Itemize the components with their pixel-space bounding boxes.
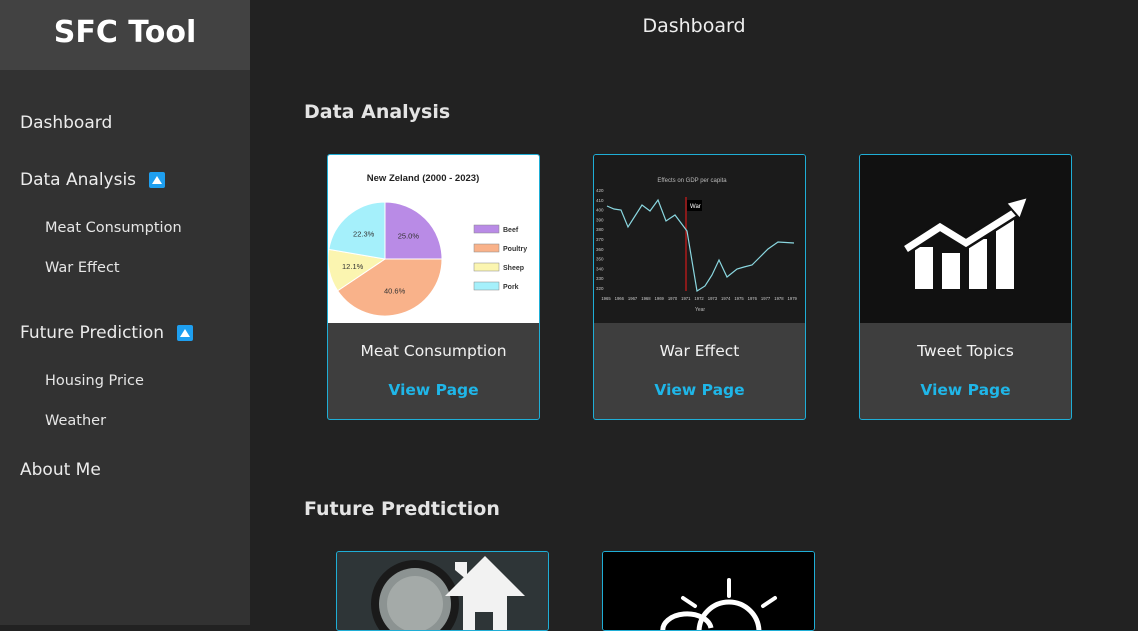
card-weather[interactable] <box>602 551 815 631</box>
caret-up-icon[interactable] <box>177 325 193 341</box>
x-tick-label: 1972 <box>694 296 704 301</box>
legend-label: Poultry <box>503 246 527 253</box>
y-tick-label: 370 <box>596 237 604 242</box>
sidebar-item-label: Data Analysis <box>20 170 137 190</box>
legend-label: Sheep <box>503 265 524 272</box>
sidebar-item-housing-price[interactable]: Housing Price <box>45 373 144 389</box>
thumbnail-chart-title: New Zeland (2000 - 2023) <box>367 173 479 184</box>
pie-legend: Beef Poultry Sheep Pork <box>473 224 527 291</box>
x-tick-label: 1977 <box>761 296 771 301</box>
y-tick-label: 320 <box>596 286 604 291</box>
y-tick-label: 390 <box>596 217 604 222</box>
x-tick-label: 1975 <box>734 296 744 301</box>
gdp-series-line <box>606 198 795 292</box>
y-tick-label: 380 <box>596 227 604 232</box>
card-title: War Effect <box>659 342 740 360</box>
thumbnail-chart-title: Effects on GDP per capita <box>657 178 727 184</box>
war-marker-box <box>687 200 702 211</box>
y-tick-label: 330 <box>596 276 604 281</box>
y-tick-label: 350 <box>596 257 604 262</box>
pie-slice-poultry <box>336 258 443 317</box>
caret-up-icon[interactable] <box>149 172 166 188</box>
card-thumbnail <box>603 552 814 630</box>
sidebar-item-dashboard[interactable]: Dashboard <box>20 113 112 133</box>
legend-label: Beef <box>503 227 519 234</box>
sun-cloud-icon <box>660 578 777 630</box>
line-chart-thumbnail: Effects on GDP per capita 420 410 400 390 38… <box>596 178 798 313</box>
pie-chart-thumbnail: New Zeland (2000 - 2023) 25.0% 40.6% 12.1%… <box>328 173 527 317</box>
x-tick-label: 1973 <box>708 296 718 301</box>
pie-slice-label: 40.6% <box>384 287 406 296</box>
view-page-link[interactable]: View Page <box>920 381 1011 399</box>
y-tick-label: 340 <box>596 266 604 271</box>
bar-chart-trend-icon <box>902 195 1030 289</box>
view-page-link[interactable]: View Page <box>654 381 745 399</box>
x-axis-label: Year <box>695 307 705 313</box>
card-thumbnail <box>337 552 548 630</box>
main-content: Dashboard Data Analysis New Zeland (2000… <box>250 0 1138 631</box>
card-title: Tweet Topics <box>917 342 1014 360</box>
card-thumbnail <box>860 155 1071 323</box>
pie-chart: 25.0% 40.6% 12.1% 22.3% <box>328 201 443 317</box>
card-war-effect: Effects on GDP per capita 420 410 400 390 38… <box>593 154 806 420</box>
x-tick-label: 1979 <box>788 296 798 301</box>
sidebar-item-about-me[interactable]: About Me <box>20 460 101 480</box>
page-title: Dashboard <box>642 15 746 37</box>
legend-swatch <box>473 243 500 253</box>
x-tick-label: 1976 <box>748 296 758 301</box>
war-marker-label: War <box>690 204 701 210</box>
view-page-link[interactable]: View Page <box>388 381 479 399</box>
x-axis-ticks: 1965 1966 1967 1968 1969 1970 1971 1972 1973 1974… <box>601 296 797 301</box>
card-tweet-topics: Tweet Topics View Page <box>859 154 1072 420</box>
sidebar-item-meat-consumption[interactable]: Meat Consumption <box>45 220 182 236</box>
pie-slice-pork <box>328 201 386 260</box>
sidebar-item-war-effect[interactable]: War Effect <box>45 260 120 276</box>
y-tick-label: 420 <box>596 188 604 193</box>
x-tick-label: 1968 <box>641 296 651 301</box>
pie-slice-label: 22.3% <box>353 230 375 239</box>
card-thumbnail: New Zeland (2000 - 2023) 25.0% 40.6% 12.1%… <box>328 155 539 323</box>
x-tick-label: 1971 <box>681 296 691 301</box>
x-tick-label: 1978 <box>774 296 784 301</box>
y-axis-ticks: 420 410 400 390 380 370 360 350 340 330 320 <box>596 188 604 291</box>
section-title-data-analysis: Data Analysis <box>304 101 451 123</box>
x-tick-label: 1967 <box>628 296 638 301</box>
sidebar-item-future-prediction[interactable]: Future Prediction <box>20 323 193 343</box>
sidebar-item-data-analysis[interactable]: Data Analysis <box>20 170 166 190</box>
y-tick-label: 400 <box>596 208 604 213</box>
sidebar: SFC Tool Dashboard Data Analysis Meat Co… <box>0 0 250 625</box>
section-title-future-prediction: Future Predtiction <box>304 498 500 520</box>
sidebar-item-weather[interactable]: Weather <box>45 413 107 429</box>
y-tick-label: 360 <box>596 247 604 252</box>
x-tick-label: 1974 <box>721 296 731 301</box>
sidebar-item-label: Future Prediction <box>20 323 164 343</box>
pie-slice-label: 12.1% <box>342 262 364 271</box>
card-title: Meat Consumption <box>360 342 507 360</box>
app-title: SFC Tool <box>53 14 197 50</box>
card-meat-consumption: New Zeland (2000 - 2023) 25.0% 40.6% 12.1%… <box>327 154 540 420</box>
legend-swatch <box>473 262 500 272</box>
legend-swatch <box>473 224 500 234</box>
card-housing-price[interactable] <box>336 551 549 631</box>
brand-header: SFC Tool <box>0 0 250 70</box>
card-thumbnail: Effects on GDP per capita 420 410 400 390 38… <box>594 155 805 323</box>
sidebar-item-label: Dashboard <box>20 113 113 133</box>
sidebar-item-label: About Me <box>20 460 101 480</box>
pie-slice-beef <box>384 201 443 260</box>
legend-swatch <box>473 281 500 291</box>
legend-label: Pork <box>503 284 519 291</box>
x-tick-label: 1965 <box>601 296 611 301</box>
house-magnifier-icon <box>371 556 525 630</box>
pie-slice-label: 25.0% <box>398 232 420 241</box>
y-tick-label: 410 <box>596 198 604 203</box>
x-tick-label: 1969 <box>655 296 665 301</box>
x-tick-label: 1966 <box>615 296 625 301</box>
x-tick-label: 1970 <box>668 296 678 301</box>
